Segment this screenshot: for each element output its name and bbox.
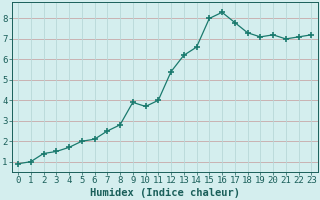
X-axis label: Humidex (Indice chaleur): Humidex (Indice chaleur) xyxy=(90,188,240,198)
